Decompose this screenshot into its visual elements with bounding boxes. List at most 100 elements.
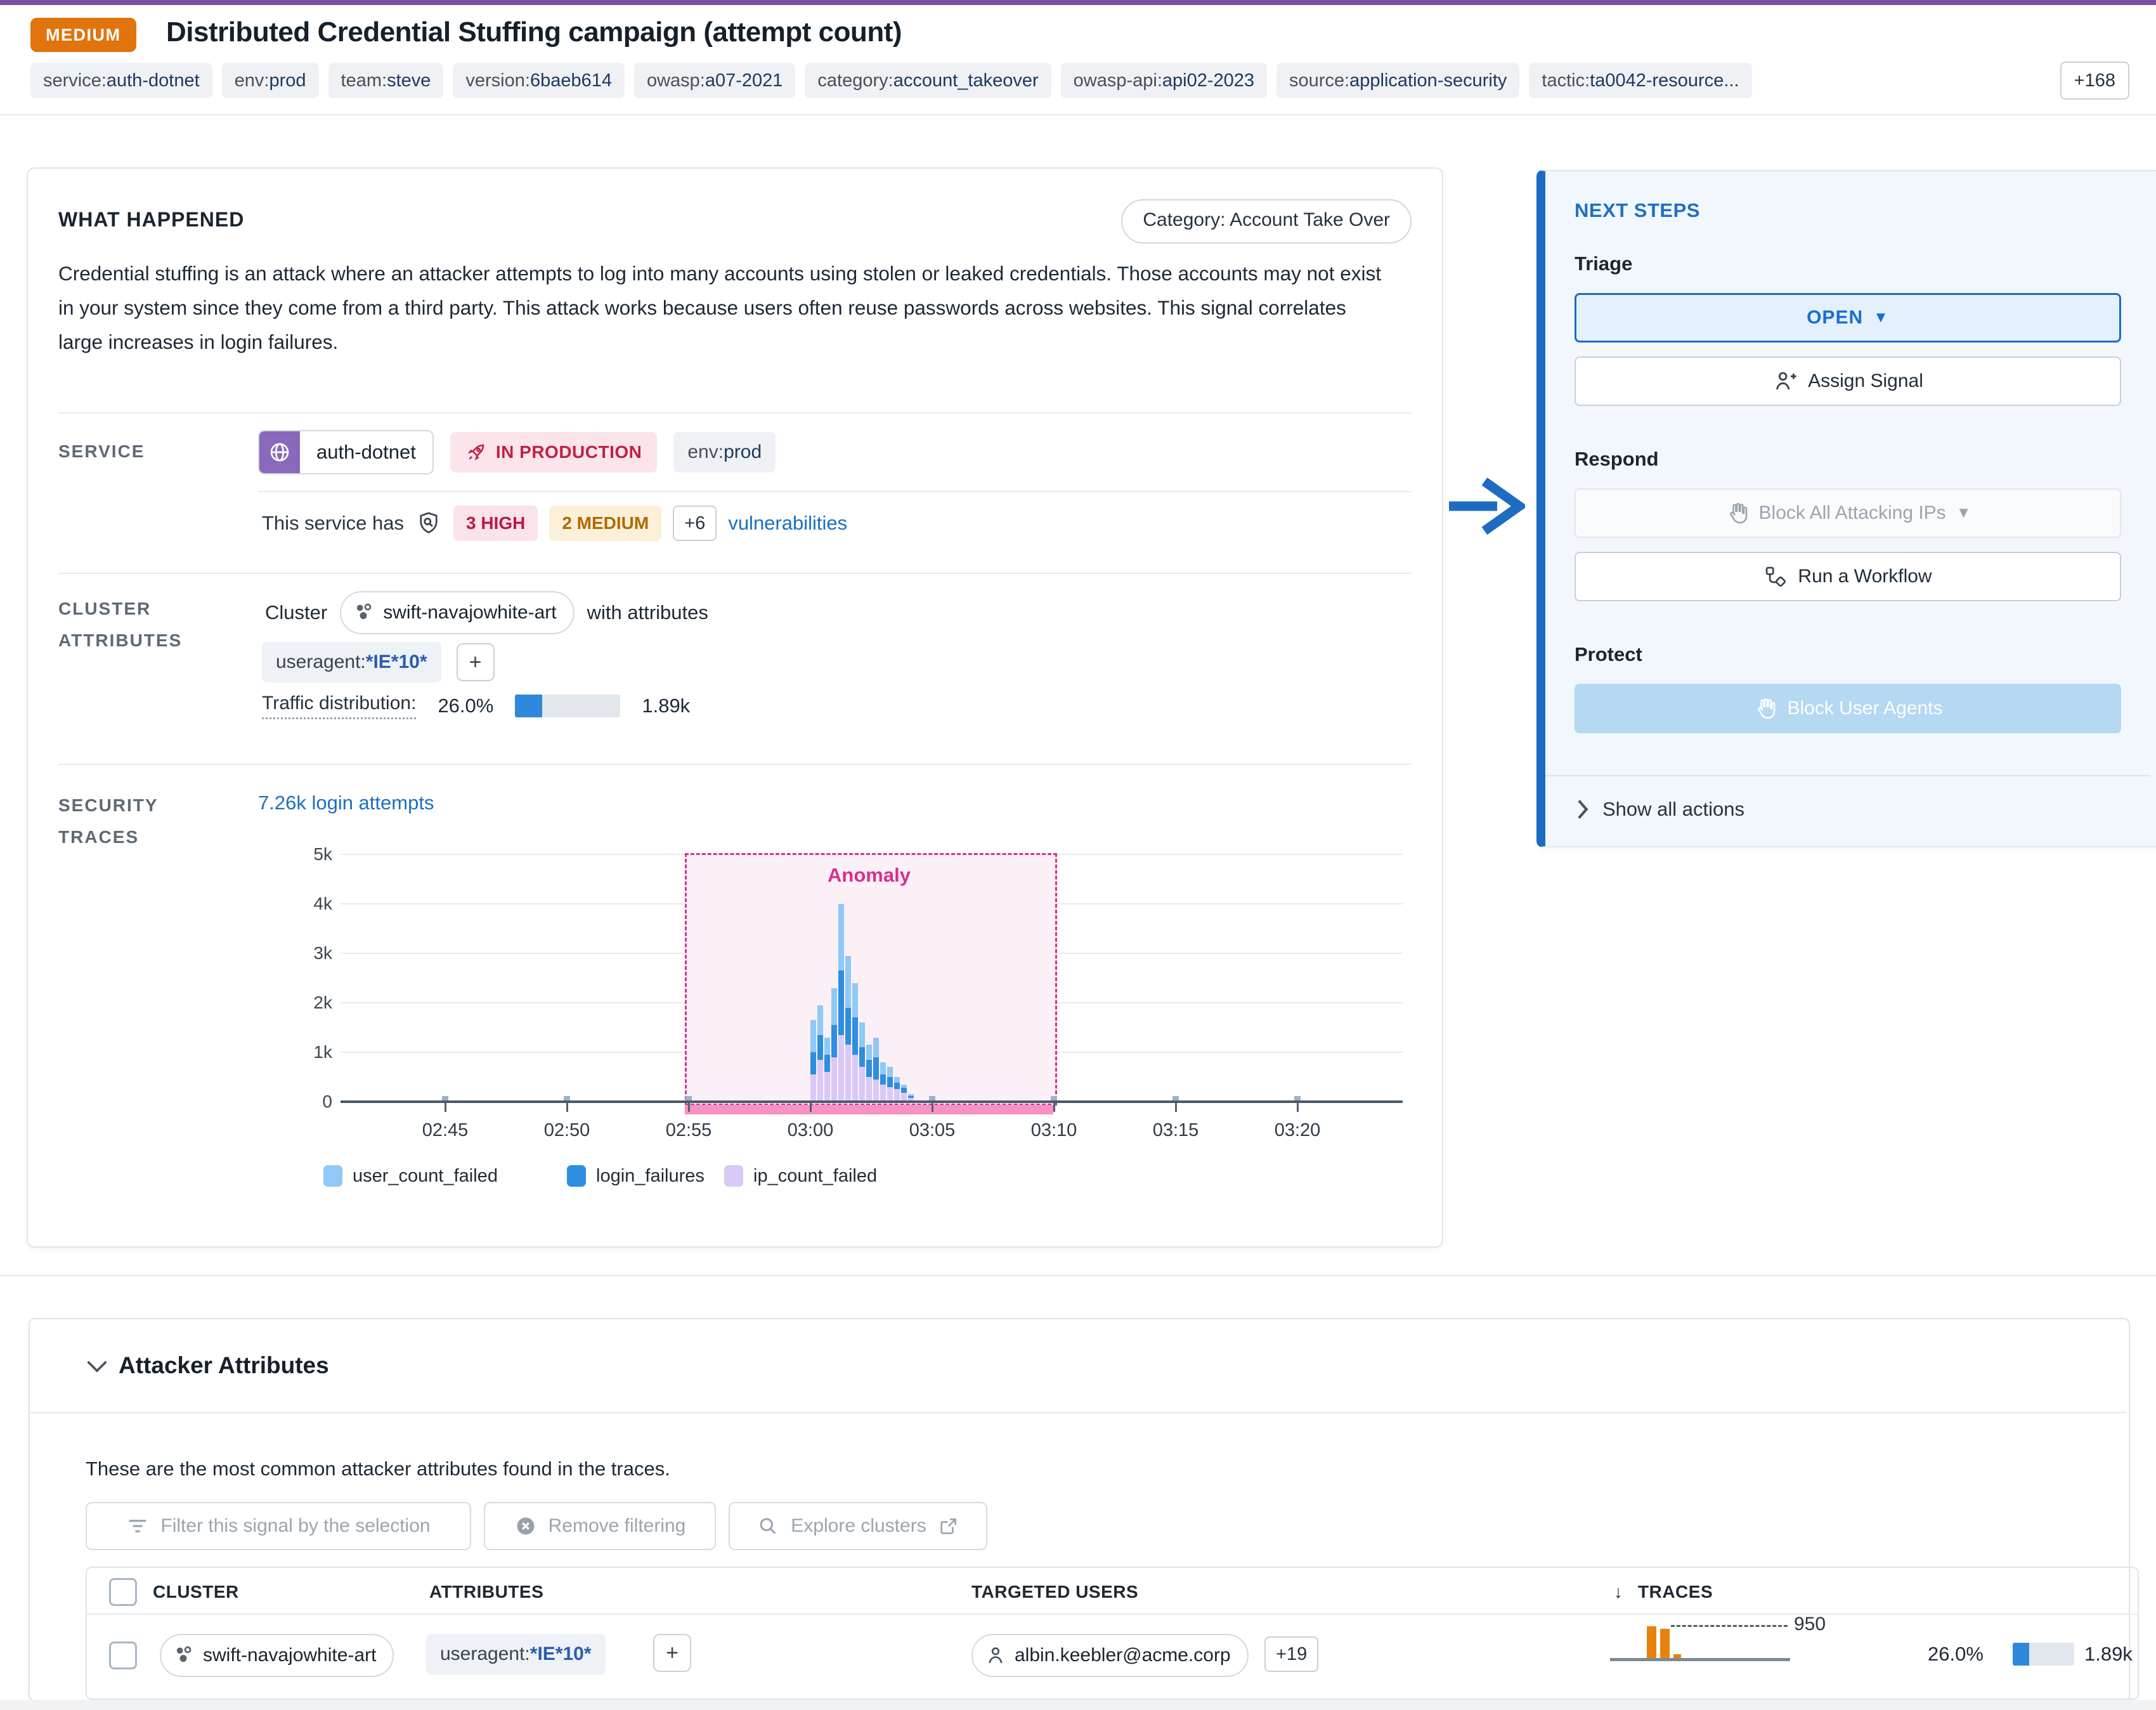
tag-pill[interactable]: owasp: a07-2021 bbox=[633, 63, 796, 98]
col-targeted-users[interactable]: TARGETED USERS bbox=[971, 1582, 1139, 1602]
chart-baseline-mark bbox=[1294, 1096, 1301, 1102]
legend-label[interactable]: login_failures bbox=[596, 1165, 705, 1186]
chart-y-tick-label: 2k bbox=[313, 993, 332, 1012]
what-happened-card: WHAT HAPPENED Category: Account Take Ove… bbox=[27, 167, 1443, 1248]
chart-bar-ip_count_failed bbox=[894, 1089, 900, 1102]
tag-key: source: bbox=[1289, 70, 1350, 91]
row-useragent-pill[interactable]: useragent: *IE*10* bbox=[426, 1634, 606, 1674]
chart-y-tick-label: 4k bbox=[313, 894, 332, 913]
chart-baseline-mark bbox=[564, 1096, 570, 1102]
tag-pill[interactable]: env: prod bbox=[221, 63, 319, 98]
add-attribute-button[interactable]: + bbox=[456, 643, 495, 681]
person-plus-icon bbox=[1772, 369, 1798, 394]
attacker-attributes-card: Attacker Attributes These are the most c… bbox=[29, 1318, 2139, 1701]
rocket-icon bbox=[465, 441, 487, 463]
tag-pill[interactable]: owasp-api: api02-2023 bbox=[1060, 63, 1268, 98]
tags-row: service: auth-dotnet env: prod team: steve ver… bbox=[30, 62, 2129, 100]
chart-x-tick-label: 03:20 bbox=[1274, 1120, 1321, 1140]
tag-pill[interactable]: team: steve bbox=[328, 63, 444, 98]
remove-filtering-button[interactable]: Remove filtering bbox=[484, 1502, 716, 1550]
chart-bar-ip_count_failed bbox=[880, 1085, 886, 1102]
row-targeted-user-pill[interactable]: albin.keebler@acme.corp bbox=[971, 1634, 1249, 1677]
sparkline-bar bbox=[1673, 1654, 1681, 1658]
cluster-pill[interactable]: swift-navajowhite-art bbox=[340, 591, 575, 634]
tag-pill[interactable]: version: 6baeb614 bbox=[453, 63, 625, 98]
block-user-agents-button[interactable]: Block User Agents bbox=[1575, 684, 2121, 733]
what-happened-description: Credential stuffing is an attack where a… bbox=[58, 262, 1381, 353]
chart-axis-tick bbox=[1297, 1102, 1299, 1112]
useragent-pill[interactable]: useragent: *IE*10* bbox=[262, 642, 441, 682]
filter-signal-button[interactable]: Filter this signal by the selection bbox=[86, 1502, 471, 1550]
vulnerabilities-row: This service has 3 HIGH 2 MEDIUM +6 vuln… bbox=[262, 506, 847, 541]
col-cluster[interactable]: CLUSTER bbox=[153, 1582, 239, 1602]
search-icon bbox=[757, 1515, 779, 1537]
chart-bar-ip_count_failed bbox=[873, 1080, 879, 1102]
show-all-actions[interactable]: Show all actions bbox=[1575, 798, 1744, 821]
login-attempts-link[interactable]: 7.26k login attempts bbox=[258, 792, 434, 814]
legend-item: user_count_failed bbox=[323, 1165, 498, 1187]
tag-value: api02-2023 bbox=[1162, 70, 1255, 91]
tag-pill[interactable]: category: account_takeover bbox=[805, 63, 1051, 98]
tag-pill[interactable]: service: auth-dotnet bbox=[30, 63, 212, 98]
chart-axis-tick bbox=[688, 1102, 690, 1112]
in-production-badge: IN PRODUCTION bbox=[450, 432, 658, 473]
row-useragent-key: useragent: bbox=[440, 1643, 530, 1664]
run-workflow-button[interactable]: Run a Workflow bbox=[1575, 552, 2121, 601]
status-open-button[interactable]: OPEN ▼ bbox=[1575, 293, 2121, 343]
filter-icon bbox=[126, 1515, 149, 1537]
sparkline-leader-line bbox=[1671, 1625, 1788, 1627]
page-title: Distributed Credential Stuffing campaign… bbox=[166, 16, 902, 48]
in-production-label: IN PRODUCTION bbox=[495, 442, 642, 462]
row-checkbox[interactable] bbox=[109, 1641, 137, 1669]
chevron-down-icon: ▼ bbox=[1956, 504, 1971, 521]
category-pill[interactable]: Category: Account Take Over bbox=[1121, 199, 1412, 244]
row-cluster-pill[interactable]: swift-navajowhite-art bbox=[160, 1634, 394, 1677]
tag-value: prod bbox=[269, 70, 306, 91]
col-traces[interactable]: TRACES bbox=[1638, 1582, 1713, 1602]
tags-overflow-badge[interactable]: +168 bbox=[2060, 62, 2129, 100]
row-more-users-badge[interactable]: +19 bbox=[1264, 1636, 1319, 1672]
vuln-overflow-badge[interactable]: +6 bbox=[673, 506, 717, 541]
attacker-attributes-heading: Attacker Attributes bbox=[119, 1352, 329, 1378]
tag-value: steve bbox=[387, 70, 431, 91]
row-traffic-count: 1.89k bbox=[2084, 1643, 2133, 1665]
block-attacking-ips-button[interactable]: Block All Attacking IPs ▼ bbox=[1575, 488, 2121, 538]
select-all-checkbox[interactable] bbox=[109, 1578, 137, 1606]
x-circle-icon bbox=[514, 1515, 537, 1537]
explore-clusters-button[interactable]: Explore clusters bbox=[729, 1502, 987, 1550]
traffic-pct: 26.0% bbox=[438, 695, 494, 717]
divider bbox=[1545, 775, 2150, 776]
row-progress-bar bbox=[2013, 1643, 2074, 1666]
service-pill[interactable]: auth-dotnet bbox=[258, 430, 434, 474]
col-attributes[interactable]: ATTRIBUTES bbox=[429, 1582, 544, 1602]
row-useragent-value: *IE*10* bbox=[529, 1643, 592, 1664]
chart-bar-ip_count_failed bbox=[824, 1072, 830, 1102]
assign-signal-button[interactable]: Assign Signal bbox=[1575, 356, 2121, 406]
chart-y-tick-label: 3k bbox=[313, 943, 332, 963]
chart-bar-ip_count_failed bbox=[908, 1098, 914, 1102]
divider bbox=[258, 491, 1412, 492]
tag-pill[interactable]: source: application-security bbox=[1276, 63, 1520, 98]
cluster-icon bbox=[351, 600, 377, 625]
row-add-attribute-button[interactable]: + bbox=[653, 1634, 691, 1672]
sparkline-peak-label: 950 bbox=[1794, 1614, 1826, 1635]
vulnerabilities-link[interactable]: vulnerabilities bbox=[728, 512, 848, 534]
filter-signal-label: Filter this signal by the selection bbox=[160, 1515, 431, 1536]
legend-label[interactable]: user_count_failed bbox=[353, 1165, 498, 1186]
tag-value: application-security bbox=[1349, 70, 1507, 91]
tag-key: owasp-api: bbox=[1073, 70, 1162, 91]
chart-bar-ip_count_failed bbox=[866, 1077, 872, 1102]
legend-item: login_failures bbox=[567, 1165, 705, 1187]
arrow-right-icon bbox=[1448, 476, 1525, 537]
chart-x-tick-label: 03:00 bbox=[787, 1120, 834, 1140]
tag-pill[interactable]: tactic: ta0042-resource... bbox=[1529, 63, 1752, 98]
useragent-key: useragent: bbox=[276, 651, 366, 672]
legend-label[interactable]: ip_count_failed bbox=[753, 1165, 878, 1186]
attacker-attributes-header[interactable]: Attacker Attributes bbox=[30, 1319, 2126, 1413]
hand-block-icon bbox=[1725, 501, 1749, 525]
env-pill[interactable]: env: prod bbox=[673, 432, 776, 473]
sort-descending-icon[interactable]: ↓ bbox=[1614, 1582, 1623, 1602]
person-icon bbox=[984, 1644, 1007, 1667]
next-steps-panel: NEXT STEPS Triage OPEN ▼ Assign Signal R… bbox=[1536, 170, 2156, 847]
